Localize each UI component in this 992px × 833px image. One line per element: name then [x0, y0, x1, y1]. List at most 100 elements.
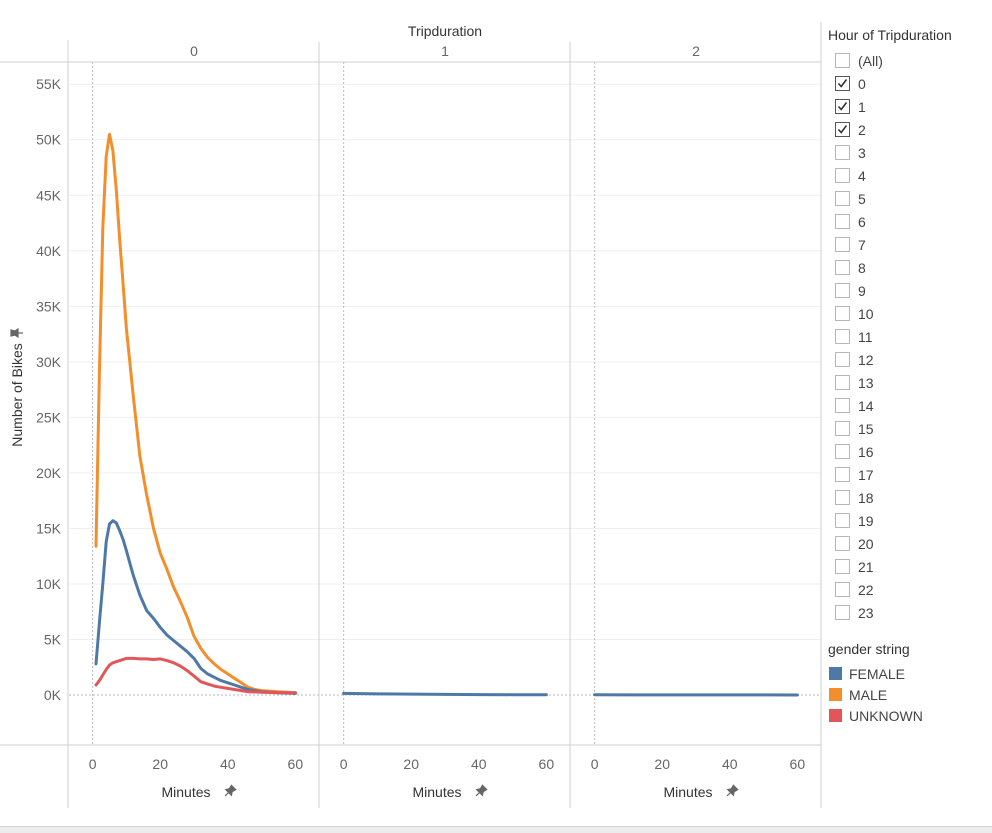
legend-swatch — [829, 688, 842, 701]
x-tick-label: 20 — [403, 756, 419, 772]
filter-item[interactable]: 23 — [822, 601, 992, 624]
filter-item[interactable]: 2 — [822, 118, 992, 141]
filter-title: Hour of Tripduration — [828, 27, 992, 43]
checkbox[interactable] — [835, 237, 850, 252]
x-axis-pin-icon[interactable] — [473, 785, 487, 799]
filter-item[interactable]: 11 — [822, 325, 992, 348]
checkbox[interactable] — [835, 122, 850, 137]
series-line-female[interactable] — [344, 693, 547, 694]
x-tick-label: 60 — [790, 756, 806, 772]
checkbox[interactable] — [835, 191, 850, 206]
filter-item[interactable]: 9 — [822, 279, 992, 302]
filter-item[interactable]: 0 — [822, 72, 992, 95]
filter-item[interactable]: 1 — [822, 95, 992, 118]
legend-item[interactable]: UNKNOWN — [822, 705, 992, 726]
checkbox[interactable] — [835, 283, 850, 298]
y-tick-label: 15K — [36, 520, 62, 536]
checkbox[interactable] — [835, 76, 850, 91]
filter-item[interactable]: 8 — [822, 256, 992, 279]
series-line-female[interactable] — [96, 521, 295, 694]
filter-item-label: 16 — [858, 444, 874, 460]
x-axis-pin-icon[interactable] — [222, 785, 236, 799]
checkbox[interactable] — [835, 398, 850, 413]
x-axis-pin-icon[interactable] — [724, 785, 738, 799]
legend-item[interactable]: FEMALE — [822, 663, 992, 684]
checkbox[interactable] — [835, 53, 850, 68]
x-tick-label: 0 — [591, 756, 599, 772]
filter-item[interactable]: (All) — [822, 49, 992, 72]
legend-label: MALE — [849, 687, 887, 703]
x-tick-label: 60 — [539, 756, 555, 772]
filter-item[interactable]: 10 — [822, 302, 992, 325]
pin-shape — [724, 785, 738, 799]
filter-item[interactable]: 13 — [822, 371, 992, 394]
filter-item[interactable]: 6 — [822, 210, 992, 233]
filter-item-label: 6 — [858, 214, 866, 230]
x-tick-label: 20 — [654, 756, 670, 772]
filter-item[interactable]: 7 — [822, 233, 992, 256]
filter-item[interactable]: 14 — [822, 394, 992, 417]
filter-item-label: 9 — [858, 283, 866, 299]
filter-item-label: 11 — [858, 329, 873, 345]
x-axis-title: Minutes — [412, 784, 461, 800]
checkbox[interactable] — [835, 306, 850, 321]
x-axis-title: Minutes — [663, 784, 712, 800]
checkbox[interactable] — [835, 536, 850, 551]
checkbox[interactable] — [835, 513, 850, 528]
filter-item-label: 4 — [858, 168, 866, 184]
filter-item-label: 22 — [858, 582, 874, 598]
filter-item[interactable]: 15 — [822, 417, 992, 440]
pin-shape — [473, 785, 487, 799]
checkbox[interactable] — [835, 352, 850, 367]
filter-item[interactable]: 19 — [822, 509, 992, 532]
y-axis-title: Number of Bikes — [9, 343, 25, 446]
checkbox[interactable] — [835, 605, 850, 620]
filter-item[interactable]: 22 — [822, 578, 992, 601]
checkbox[interactable] — [835, 168, 850, 183]
pin-shape — [222, 785, 236, 799]
filter-item[interactable]: 17 — [822, 463, 992, 486]
y-axis-pin-icon[interactable] — [11, 329, 23, 337]
filter-item[interactable]: 12 — [822, 348, 992, 371]
filter-item[interactable]: 20 — [822, 532, 992, 555]
checkbox[interactable] — [835, 329, 850, 344]
x-axis-title: Minutes — [161, 784, 210, 800]
filter-item[interactable]: 18 — [822, 486, 992, 509]
checkmark-icon — [837, 101, 848, 112]
filter-item[interactable]: 3 — [822, 141, 992, 164]
filter-item-label: 17 — [858, 467, 874, 483]
checkbox[interactable] — [835, 490, 850, 505]
filter-item-label: 15 — [858, 421, 874, 437]
filter-item[interactable]: 16 — [822, 440, 992, 463]
checkbox[interactable] — [835, 145, 850, 160]
filter-item[interactable]: 5 — [822, 187, 992, 210]
checkbox[interactable] — [835, 260, 850, 275]
filter-item-label: 2 — [858, 122, 866, 138]
y-tick-label: 50K — [36, 132, 62, 148]
filter-item-label: 0 — [858, 76, 866, 92]
checkmark-icon — [837, 78, 848, 89]
y-tick-label: 5K — [44, 631, 62, 647]
checkbox[interactable] — [835, 559, 850, 574]
checkmark-icon — [837, 124, 848, 135]
filter-item[interactable]: 21 — [822, 555, 992, 578]
y-tick-label: 10K — [36, 576, 62, 592]
legend-item[interactable]: MALE — [822, 684, 992, 705]
filter-item-label: 10 — [858, 306, 874, 322]
y-tick-label: 55K — [36, 76, 62, 92]
checkbox[interactable] — [835, 421, 850, 436]
checkbox[interactable] — [835, 467, 850, 482]
checkbox[interactable] — [835, 444, 850, 459]
filter-item[interactable]: 4 — [822, 164, 992, 187]
y-tick-label: 30K — [36, 354, 62, 370]
x-tick-label: 60 — [288, 756, 304, 772]
legend-swatch — [829, 709, 842, 722]
checkbox[interactable] — [835, 99, 850, 114]
checkbox[interactable] — [835, 375, 850, 390]
checkbox[interactable] — [835, 582, 850, 597]
checkbox[interactable] — [835, 214, 850, 229]
series-line-male[interactable] — [96, 134, 295, 693]
